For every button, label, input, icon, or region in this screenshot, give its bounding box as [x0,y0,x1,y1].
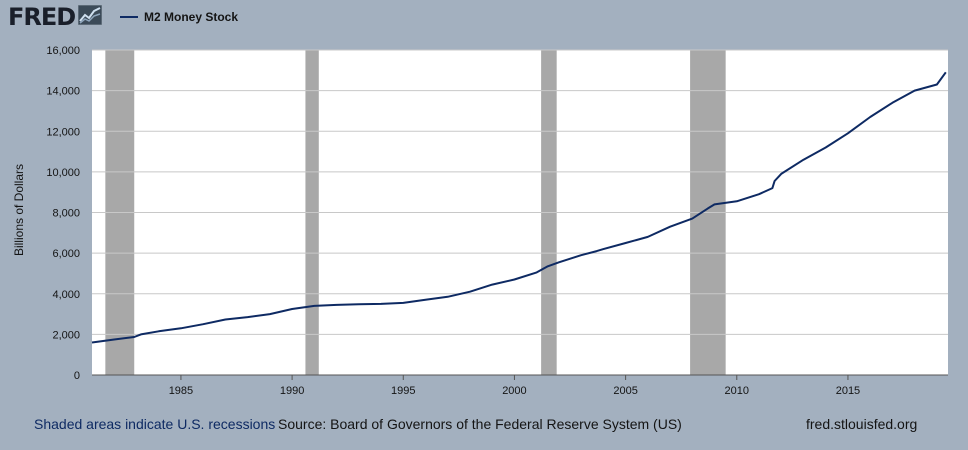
y-tick-label: 14,000 [46,86,80,98]
y-tick-label: 0 [74,370,80,382]
x-tick-label: 2005 [613,385,637,397]
y-axis-label: Billions of Dollars [12,163,26,257]
series-line [91,71,947,344]
y-tick-label: 6,000 [52,248,80,260]
x-tick-label: 2000 [502,385,526,397]
y-tick-label: 12,000 [46,126,80,138]
y-tick-label: 8,000 [52,208,80,220]
recession-note: Shaded areas indicate U.S. recessions [34,416,276,432]
y-tick-label: 4,000 [52,289,80,301]
site-link[interactable]: fred.stlouisfed.org [806,416,918,432]
source-note: Source: Board of Governors of the Federa… [278,416,682,432]
x-tick-label: 1985 [169,385,193,397]
x-tick-label: 2015 [836,385,860,397]
y-tick-label: 10,000 [46,167,80,179]
legend-label: M2 Money Stock [144,10,239,24]
chart-legend: M2 Money Stock [120,10,238,24]
x-tick-label: 1990 [280,385,304,397]
x-tick-label: 2010 [725,385,749,397]
x-tick-label: 1995 [391,385,415,397]
y-tick-label: 16,000 [46,45,80,57]
y-tick-label: 2,000 [52,329,80,341]
fred-logo-text: FRED [8,3,76,31]
legend-swatch [120,16,138,18]
